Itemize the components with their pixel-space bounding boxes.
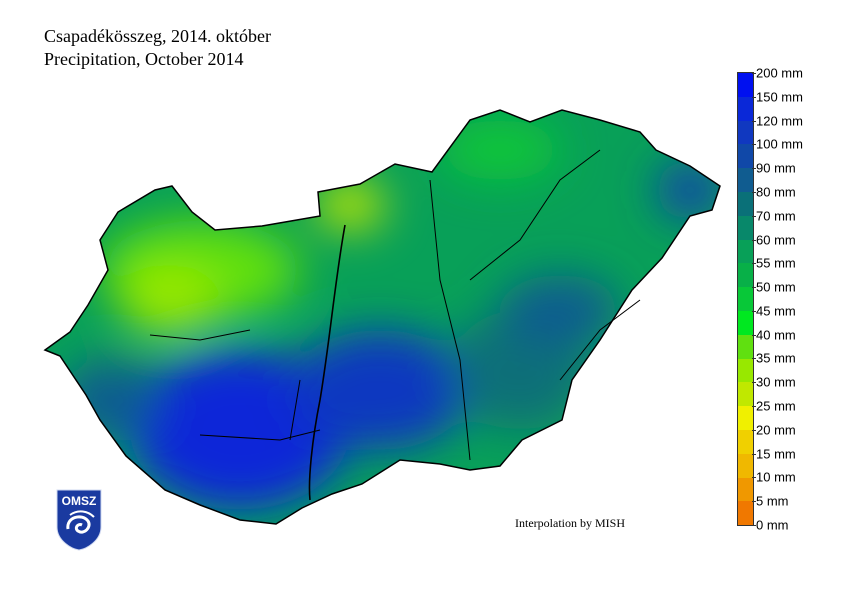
legend-label: 5 mm (756, 493, 789, 509)
legend-color-band (738, 287, 753, 311)
legend-tick (752, 501, 756, 503)
legend-colorbar (737, 72, 754, 526)
legend-label: 200 mm (756, 65, 803, 81)
legend-label: 35 mm (756, 350, 796, 366)
legend-tick (752, 263, 756, 265)
legend-label: 60 mm (756, 232, 796, 248)
legend-tick (752, 215, 756, 217)
legend-color-band (738, 73, 753, 97)
legend-color-band (738, 239, 753, 264)
legend-label: 0 mm (756, 517, 789, 533)
legend-color-band (738, 501, 753, 526)
legend-label: 40 mm (756, 327, 796, 343)
legend-color-band (738, 382, 753, 407)
legend-tick (752, 382, 756, 384)
legend-tick (752, 310, 756, 312)
omsz-logo: OMSZ (56, 489, 102, 551)
legend-label: 70 mm (756, 208, 796, 224)
legend-tick (752, 120, 756, 122)
legend-tick (752, 406, 756, 408)
legend-label: 100 mm (756, 136, 803, 152)
legend-label: 150 mm (756, 89, 803, 105)
legend-label: 10 mm (756, 469, 796, 485)
legend-color-band (738, 477, 753, 502)
svg-text:OMSZ: OMSZ (62, 494, 97, 508)
legend-tick (752, 334, 756, 336)
title-hungarian: Csapadékösszeg, 2014. október (44, 26, 271, 46)
legend-color-band (738, 334, 753, 359)
legend-color-band (738, 406, 753, 430)
legend-color-band (738, 96, 753, 121)
interpolation-credit: Interpolation by MISH (515, 516, 625, 530)
legend-tick (752, 144, 756, 146)
legend-color-band (738, 263, 753, 288)
legend-tick (752, 287, 756, 289)
legend-color-band (738, 144, 753, 169)
legend-tick (752, 73, 756, 74)
legend-label: 80 mm (756, 184, 796, 200)
danube-river (308, 224, 346, 501)
legend-color-band (738, 310, 753, 335)
legend-tick (752, 477, 756, 479)
legend-color-band (738, 215, 753, 240)
legend-tick (752, 239, 756, 241)
legend-tick (752, 191, 756, 193)
legend-tick (752, 429, 756, 431)
legend-tick (752, 358, 756, 360)
legend-label: 55 mm (756, 255, 796, 271)
legend-color-band (738, 191, 753, 216)
legend-color-band (738, 453, 753, 478)
legend-label: 50 mm (756, 279, 796, 295)
legend-label: 120 mm (756, 113, 803, 129)
title-english: Precipitation, October 2014 (44, 49, 244, 69)
legend-color-band (738, 358, 753, 383)
legend-label: 20 mm (756, 422, 796, 438)
legend-label: 90 mm (756, 160, 796, 176)
legend-tick (752, 168, 756, 170)
legend-tick (752, 96, 756, 98)
county-borders (149, 149, 641, 501)
legend-tick (752, 453, 756, 455)
legend-label: 30 mm (756, 374, 796, 390)
legend-tick (752, 525, 756, 526)
legend-color-band (738, 120, 753, 145)
legend-color-band (738, 429, 753, 454)
legend-label: 25 mm (756, 398, 796, 414)
legend-label: 45 mm (756, 303, 796, 319)
legend-color-band (738, 168, 753, 192)
legend-label: 15 mm (756, 446, 796, 462)
